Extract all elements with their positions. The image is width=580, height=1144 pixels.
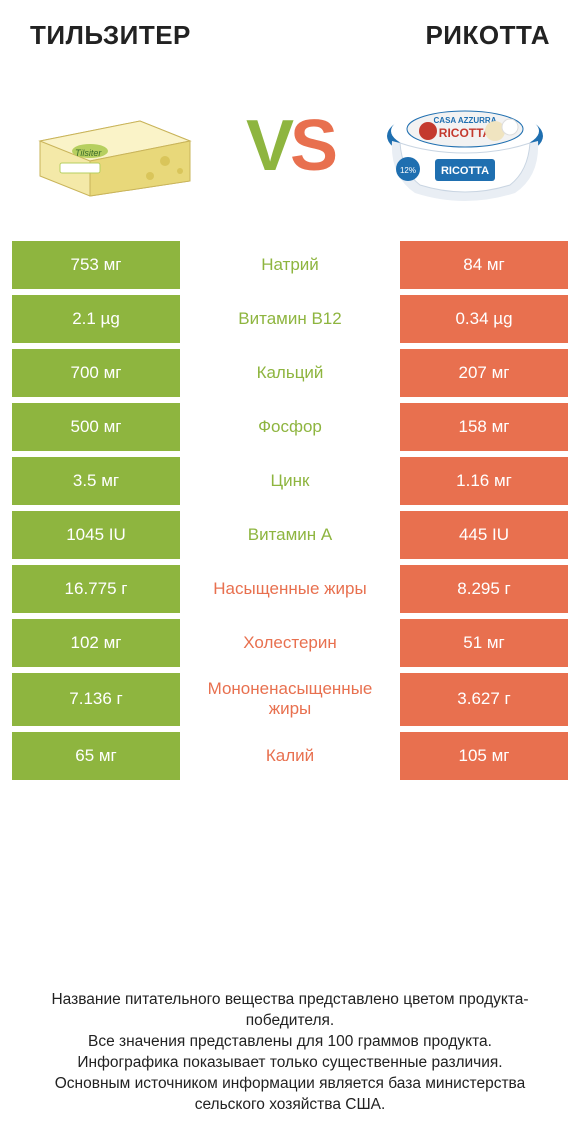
left-value: 102 мг [12,619,180,667]
right-value: 158 мг [400,403,568,451]
vs-label: VS [246,105,334,187]
left-value: 3.5 мг [12,457,180,505]
right-value: 3.627 г [400,673,568,726]
table-row: 16.775 гНасыщенные жиры8.295 г [12,565,568,619]
footer-notes: Название питательного вещества представл… [20,990,560,1116]
vs-v: V [246,106,290,186]
table-row: 2.1 µgВитамин B120.34 µg [12,295,568,349]
hero-row: Tilsiter VS RICOTTA CASA AZZURRA RICOTTA… [0,61,580,241]
table-row: 753 мгНатрий84 мг [12,241,568,295]
right-value: 207 мг [400,349,568,397]
left-value: 753 мг [12,241,180,289]
nutrient-name: Холестерин [180,619,400,667]
left-value: 2.1 µg [12,295,180,343]
nutrient-name: Цинк [180,457,400,505]
nutrient-name: Мононенасыщенные жиры [180,673,400,726]
left-value: 1045 IU [12,511,180,559]
right-value: 445 IU [400,511,568,559]
nutrient-name: Натрий [180,241,400,289]
right-value: 0.34 µg [400,295,568,343]
vs-s: S [290,106,334,186]
nutrient-name: Насыщенные жиры [180,565,400,613]
left-value: 16.775 г [12,565,180,613]
comparison-table: 753 мгНатрий84 мг2.1 µgВитамин B120.34 µ… [12,241,568,786]
nutrient-name: Кальций [180,349,400,397]
footer-line: Название питательного вещества представл… [20,990,560,1032]
left-value: 700 мг [12,349,180,397]
svg-text:12%: 12% [400,166,416,175]
footer-line: Все значения представлены для 100 граммо… [20,1032,560,1053]
left-product-title: ТИЛЬЗИТЕР [30,20,191,51]
footer-line: Инфографика показывает только существенн… [20,1053,560,1074]
right-value: 105 мг [400,732,568,780]
svg-text:CASA AZZURRA: CASA AZZURRA [434,116,497,125]
nutrient-name: Витамин B12 [180,295,400,343]
right-product-title: РИКОТТА [425,20,550,51]
svg-text:RICOTTA: RICOTTA [441,165,489,177]
right-value: 8.295 г [400,565,568,613]
right-value: 51 мг [400,619,568,667]
ricotta-icon: RICOTTA CASA AZZURRA RICOTTA 12% [380,81,550,211]
tilsiter-icon: Tilsiter [30,91,200,201]
table-row: 65 мгКалий105 мг [12,732,568,786]
table-row: 1045 IUВитамин A445 IU [12,511,568,565]
table-row: 700 мгКальций207 мг [12,349,568,403]
nutrient-name: Витамин A [180,511,400,559]
left-value: 7.136 г [12,673,180,726]
svg-text:Tilsiter: Tilsiter [75,148,102,158]
nutrient-name: Калий [180,732,400,780]
svg-text:RICOTTA: RICOTTA [439,126,492,140]
right-product-image: RICOTTA CASA AZZURRA RICOTTA 12% [380,81,550,211]
left-value: 65 мг [12,732,180,780]
table-row: 3.5 мгЦинк1.16 мг [12,457,568,511]
right-value: 1.16 мг [400,457,568,505]
left-value: 500 мг [12,403,180,451]
table-row: 7.136 гМононенасыщенные жиры3.627 г [12,673,568,732]
nutrient-name: Фосфор [180,403,400,451]
right-value: 84 мг [400,241,568,289]
footer-line: Основным источником информации является … [20,1074,560,1116]
table-row: 102 мгХолестерин51 мг [12,619,568,673]
header: ТИЛЬЗИТЕР РИКОТТА [0,0,580,61]
left-product-image: Tilsiter [30,81,200,211]
table-row: 500 мгФосфор158 мг [12,403,568,457]
